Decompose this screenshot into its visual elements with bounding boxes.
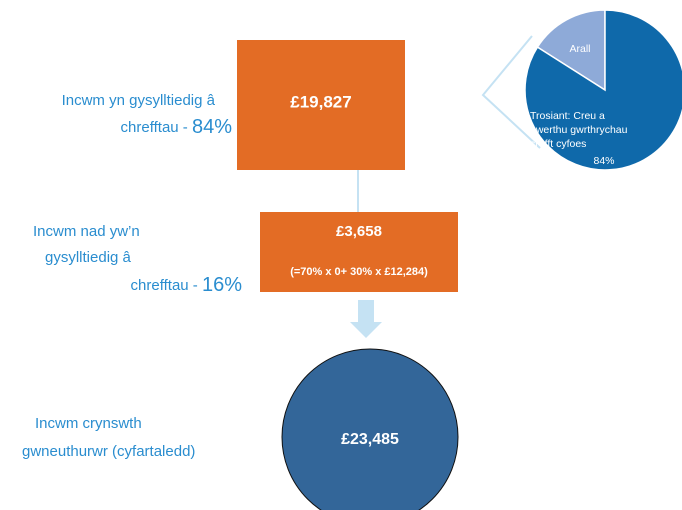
label: chrefftau - 84% [121,116,233,138]
box [260,212,458,292]
label: Incwm nad yw’n [33,223,140,240]
formula: (=70% x 0+ 30% x £12,284) [290,266,428,278]
amount: £3,658 [336,223,382,240]
slice-value: 84% [593,155,614,167]
pie-slice [536,9,606,92]
label: Incwm yn gysylltiedig â [62,92,216,109]
percent: 84% [192,116,232,138]
slice-label: crefft cyfoes [530,138,586,150]
percent: 16% [202,274,242,296]
label: gysylltiedig â [45,249,132,266]
label-text: chrefftau - [131,277,202,294]
total-circle [281,348,459,510]
pie: Arall Trosiant: Creu a gwerthu gwrthrychau… [524,9,682,171]
arrow-down [350,300,382,338]
label: gwneuthurwr (cyfartaledd) [22,443,195,460]
slice-label: gwerthu gwrthrychau [530,124,628,136]
label-text: chrefftau - [121,119,192,136]
slice-label: Arall [569,43,590,55]
label: Incwm crynswth [35,415,142,432]
pie-slice [524,9,682,171]
connector [481,35,541,149]
label: chrefftau - 16% [131,274,243,296]
amount: £23,485 [341,431,399,448]
amount: £19,827 [290,92,351,111]
box [237,40,405,170]
slice-label: Trosiant: Creu a [530,110,605,122]
